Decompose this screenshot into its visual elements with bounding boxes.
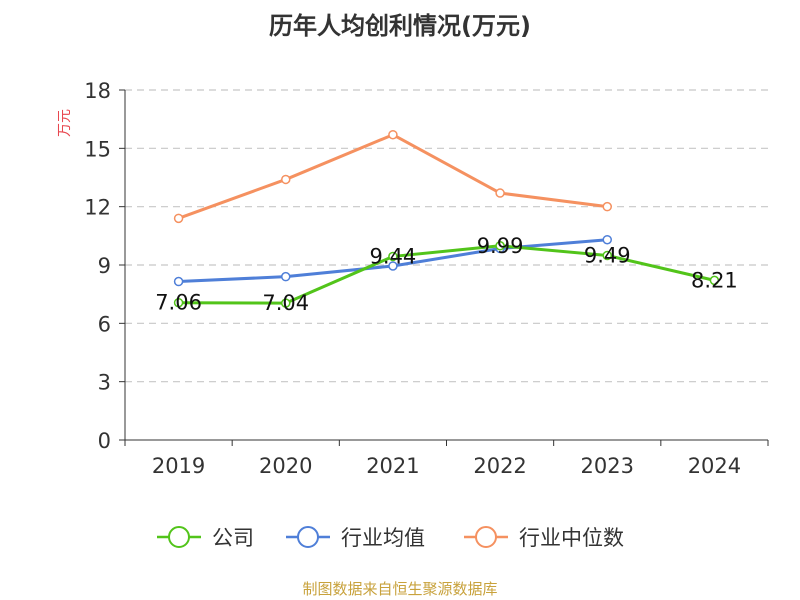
data-point[interactable] xyxy=(602,250,612,261)
x-tick-label: 2024 xyxy=(688,454,741,478)
x-tick-label: 2021 xyxy=(366,454,419,478)
data-labels: 7.06 7.04 9.44 9.99 9.49 8.21 xyxy=(155,234,738,315)
y-tick-label: 9 xyxy=(98,254,111,278)
legend-label: 行业中位数 xyxy=(519,526,624,550)
data-point[interactable] xyxy=(388,261,398,271)
y-tick-label: 3 xyxy=(98,371,111,395)
legend-item[interactable]: 行业均值 xyxy=(286,526,425,550)
legend[interactable]: 公司 行业均值 行业中位数 xyxy=(157,526,624,550)
data-point[interactable] xyxy=(173,297,184,308)
data-label: 7.04 xyxy=(262,291,309,315)
legend-label: 公司 xyxy=(212,526,254,550)
gridlines xyxy=(125,89,768,383)
x-tick-label: 2022 xyxy=(473,454,526,478)
data-point[interactable] xyxy=(281,271,291,282)
data-point[interactable] xyxy=(602,234,612,245)
y-tick-label: 12 xyxy=(84,196,111,220)
legend-marker-icon xyxy=(297,526,319,548)
y-tick-label: 6 xyxy=(98,312,111,336)
data-label: 7.06 xyxy=(155,291,202,315)
source-note: 制图数据来自恒生聚源数据库 xyxy=(302,580,497,598)
x-tick-label: 2023 xyxy=(581,454,634,478)
series-lines xyxy=(173,129,720,308)
data-point[interactable] xyxy=(495,241,505,251)
x-tick-label: 2019 xyxy=(152,454,205,478)
data-point[interactable] xyxy=(709,275,720,286)
data-point[interactable] xyxy=(495,188,505,198)
legend-item[interactable]: 公司 xyxy=(157,526,254,550)
legend-label: 行业均值 xyxy=(341,526,425,550)
data-point[interactable] xyxy=(388,251,398,262)
y-axis-unit-label: 万元 xyxy=(57,109,73,137)
data-label: 9.99 xyxy=(477,234,524,258)
y-tick-label: 0 xyxy=(98,429,111,453)
y-tick-label: 15 xyxy=(84,137,111,161)
chart-title: 历年人均创利情况(万元) xyxy=(269,12,531,40)
data-point[interactable] xyxy=(281,298,291,308)
series-line-2 xyxy=(178,133,608,220)
y-tick-label: 18 xyxy=(84,79,111,103)
data-label: 9.44 xyxy=(370,244,417,268)
data-point[interactable] xyxy=(173,276,184,287)
series-line-0 xyxy=(178,244,715,305)
data-point[interactable] xyxy=(602,201,612,212)
data-label: 9.49 xyxy=(584,243,631,267)
axes: 0 3 6 9 12 15 18 2019 2020 2021 2022 2023 2024 xyxy=(84,79,769,478)
data-label: 8.21 xyxy=(691,268,738,292)
data-point[interactable] xyxy=(173,213,184,224)
data-point[interactable] xyxy=(388,129,398,140)
x-tick-label: 2020 xyxy=(259,454,312,478)
legend-item[interactable]: 行业中位数 xyxy=(464,526,624,550)
legend-marker-icon xyxy=(475,526,497,548)
data-point[interactable] xyxy=(281,174,291,185)
legend-marker-icon xyxy=(168,526,190,548)
